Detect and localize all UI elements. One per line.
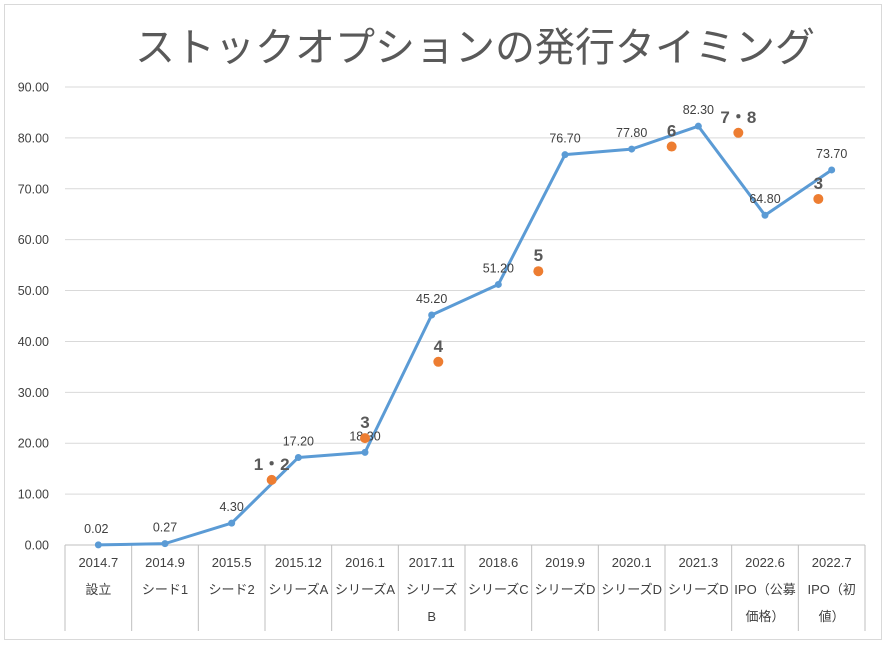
y-axis: 0.00 10.00 20.00 30.00 40.00 50.00 60.00 70.00 8… (18, 81, 49, 553)
category-label: シリーズD (601, 582, 662, 597)
y-tick-label: 60.00 (18, 233, 49, 247)
data-label: 76.70 (549, 132, 580, 146)
line-chart: ストックオプションの発行タイミング 0.0010.0020.0030.0040.… (18, 25, 866, 631)
chart-title: ストックオプションの発行タイミング (135, 25, 815, 71)
grant-marker (813, 193, 824, 204)
grant-marker-label: 6 (667, 122, 676, 141)
data-point (94, 541, 102, 549)
category-label: 価格） (745, 609, 784, 624)
y-tick-label: 30.00 (18, 386, 49, 400)
grant-marker (266, 474, 277, 485)
y-tick-label: 0.00 (25, 539, 49, 553)
data-point (294, 453, 302, 461)
category-label: 2022.6 (745, 555, 785, 570)
data-label: 77.80 (616, 126, 647, 140)
category-label: シリーズD (535, 582, 596, 597)
grant-marker-label: 3 (360, 413, 369, 432)
grant-marker (666, 141, 677, 152)
category-label: 2017.11 (409, 555, 455, 570)
data-label: 64.80 (749, 192, 780, 206)
data-label: 73.70 (816, 147, 847, 161)
data-point (628, 145, 636, 153)
data-label: 0.27 (153, 521, 177, 535)
category-label: 2014.9 (145, 555, 185, 570)
y-tick-label: 90.00 (18, 81, 49, 95)
category-label: 2015.5 (212, 555, 252, 570)
grant-marker (733, 127, 744, 138)
chart-area: ストックオプションの発行タイミング 0.00 10.00 20.00 30.00 40.… (4, 4, 882, 640)
category-table: 2014.7 設立 2014.9 シード1 2015.5 シード2 2015.12 シリーズA… (64, 544, 866, 631)
category-label: IPO（公募 (734, 582, 795, 597)
grant-marker (533, 266, 544, 277)
category-label: シリーズ (406, 582, 457, 597)
y-tick-label: 10.00 (18, 488, 49, 502)
data-point (228, 519, 236, 527)
data-point (828, 166, 836, 174)
category-label: シリーズA (268, 582, 328, 597)
category-label: IPO（初 (807, 582, 855, 597)
grant-marker-label: 1・2 (254, 455, 290, 474)
category-label: 2019.9 (545, 555, 585, 570)
marker-layer: 1・2 3 4 5 6 7・8 3 (254, 108, 824, 485)
y-tick-label: 50.00 (18, 284, 49, 298)
y-tick-label: 20.00 (18, 437, 49, 451)
category-label: 2015.12 (275, 555, 322, 570)
grant-marker (433, 356, 444, 367)
gridlines (65, 86, 865, 495)
data-point (361, 448, 369, 456)
data-label: 45.20 (416, 292, 447, 306)
data-point (561, 151, 569, 159)
category-label: 2014.7 (78, 555, 118, 570)
data-point (761, 211, 769, 219)
y-tick-label: 70.00 (18, 182, 49, 196)
data-label: 17.20 (283, 434, 314, 448)
grant-marker (360, 433, 370, 444)
y-tick-label: 80.00 (18, 131, 49, 145)
category-label: 2016.1 (345, 555, 385, 570)
data-label: 0.02 (84, 522, 108, 536)
category-label: 設立 (85, 582, 111, 597)
category-label: 値） (819, 609, 845, 624)
data-point (161, 540, 169, 548)
category-label: 2020.1 (612, 555, 652, 570)
data-label: 51.20 (483, 261, 514, 275)
grant-marker-label: 3 (814, 174, 823, 193)
category-label: 2018.6 (478, 555, 518, 570)
y-tick-label: 40.00 (18, 335, 49, 349)
category-label: シリーズC (468, 582, 529, 597)
grant-marker-label: 5 (534, 246, 543, 265)
data-label: 82.30 (683, 103, 714, 117)
data-point (428, 311, 436, 319)
category-label: 2022.7 (812, 555, 852, 570)
category-label: シリーズA (335, 582, 395, 597)
series-layer: 0.020.274.3017.2018.3045.2051.2076.7077.… (84, 103, 847, 549)
data-point (494, 280, 502, 288)
data-point (694, 122, 702, 130)
category-label: シード2 (209, 582, 255, 597)
data-label: 4.30 (219, 500, 243, 514)
category-label: B (427, 609, 436, 624)
grant-marker-label: 4 (434, 337, 444, 356)
grant-marker-label: 7・8 (720, 108, 756, 127)
series-line (98, 124, 833, 547)
category-label: 2021.3 (678, 555, 718, 570)
category-label: シリーズD (668, 582, 729, 597)
category-label: シード1 (142, 582, 188, 597)
